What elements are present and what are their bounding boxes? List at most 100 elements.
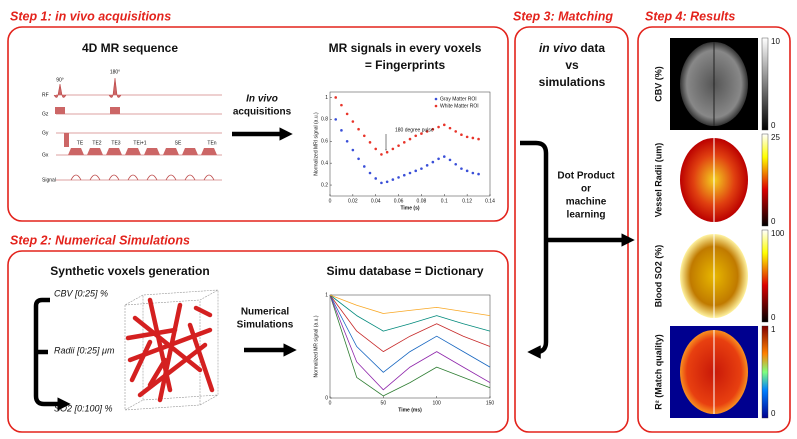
voxel-cube (125, 290, 218, 410)
curve (330, 295, 490, 331)
sequence-axis-label: Gx (42, 152, 49, 158)
point (403, 141, 406, 144)
point (352, 120, 355, 123)
curve (330, 295, 490, 352)
x-tick-label: 0.1 (441, 198, 448, 204)
step3-title: Step 3: Matching (513, 9, 613, 23)
colorbar-max: 25 (771, 133, 780, 142)
signal-echo (90, 175, 100, 180)
point (340, 129, 343, 132)
panel-label: Vessel Radii (um) (653, 143, 663, 218)
point (443, 124, 446, 127)
point (392, 148, 395, 151)
gx-lobe (182, 148, 198, 155)
point (414, 170, 417, 173)
comparison-rest: data (580, 41, 605, 55)
x-tick-label: 0.08 (417, 198, 427, 204)
colorbar-max: 1 (771, 325, 776, 334)
gx-lobe (106, 148, 122, 155)
curve (330, 295, 490, 316)
point (454, 163, 457, 166)
gx-lobe (87, 148, 103, 155)
point (340, 104, 343, 107)
comparison-vs: vs (565, 58, 579, 72)
y-axis-label: Normalized MRI signal (a.u.) (313, 112, 319, 176)
point (460, 167, 463, 170)
sequence-axis-label: Signal (42, 177, 56, 183)
point (392, 178, 395, 181)
point (403, 174, 406, 177)
colorbar-max: 10 (771, 37, 780, 46)
point (477, 138, 480, 141)
sequence-axis-label: Gz (42, 111, 49, 117)
legend-marker (435, 98, 438, 101)
y-axis-label: Normalized MR signal (a.u.) (313, 315, 319, 377)
step1-title: Step 1: in vivo acquisitions (10, 9, 171, 23)
point (477, 173, 480, 176)
point (437, 157, 440, 160)
signal-echo (147, 175, 157, 180)
sequence-axis-label: Gy (42, 130, 49, 136)
method: or (581, 184, 591, 195)
point (472, 137, 475, 140)
generation-title: Synthetic voxels generation (50, 264, 209, 278)
y-tick-label: 0 (325, 395, 328, 401)
step1-box (8, 27, 508, 221)
arrow-label: Simulations (237, 320, 294, 331)
step2-title: Step 2: Numerical Simulations (10, 233, 190, 247)
panel-label: R² (Match quality) (653, 334, 663, 410)
point (363, 165, 366, 168)
point (426, 164, 429, 167)
point (397, 144, 400, 147)
comparison-emphasis: in vivo (539, 41, 577, 55)
rf-pulse (54, 84, 66, 98)
point (449, 159, 452, 162)
x-axis-label: Time (ms) (398, 407, 422, 413)
point (437, 126, 440, 129)
point (369, 141, 372, 144)
method: machine (566, 197, 607, 208)
point (369, 172, 372, 175)
matching-arrow (520, 143, 546, 352)
sequence-title: 4D MR sequence (82, 41, 178, 55)
x-tick-label: 150 (486, 400, 495, 406)
gx-lobe (144, 148, 160, 155)
colorbar (762, 326, 768, 418)
point (374, 148, 377, 151)
signal-echo (166, 175, 176, 180)
signals-title: = Fingerprints (365, 58, 446, 72)
point (443, 155, 446, 158)
point (346, 113, 349, 116)
signal-echo (109, 175, 119, 180)
page: MR Fingerprinting pipeline { "step1": { … (0, 0, 797, 439)
parameter: Radii [0:25] μm (54, 345, 115, 355)
y-tick-label: 0.4 (321, 160, 328, 166)
panel-label: Blood SO2 (%) (653, 245, 663, 308)
echo-label: SE (175, 140, 182, 146)
gx-lobe (68, 148, 84, 155)
echo-label: TE (77, 140, 84, 146)
gy-block (64, 133, 69, 147)
arrow-label: In vivo (246, 94, 278, 105)
signals-title: MR signals in every voxels (329, 41, 482, 55)
pulse-label: 180° (110, 69, 120, 75)
y-tick-label: 0.6 (321, 139, 328, 145)
point (386, 151, 389, 154)
echo-label: TEn (207, 140, 216, 146)
arrow-label: acquisitions (233, 107, 292, 118)
x-tick-label: 0 (329, 198, 332, 204)
parameter: CBV [0:25] % (54, 288, 108, 298)
signal-echo (185, 175, 195, 180)
gx-lobe (163, 148, 179, 155)
gx-lobe (125, 148, 141, 155)
point (409, 138, 412, 141)
signal-echo (128, 175, 138, 180)
legend-marker (435, 105, 438, 108)
point (472, 172, 475, 175)
point (334, 118, 337, 121)
y-tick-label: 0.8 (321, 117, 328, 123)
step4-title: Step 4: Results (645, 9, 735, 23)
arrow-label: Numerical (241, 307, 290, 318)
x-tick-label: 0.12 (462, 198, 472, 204)
